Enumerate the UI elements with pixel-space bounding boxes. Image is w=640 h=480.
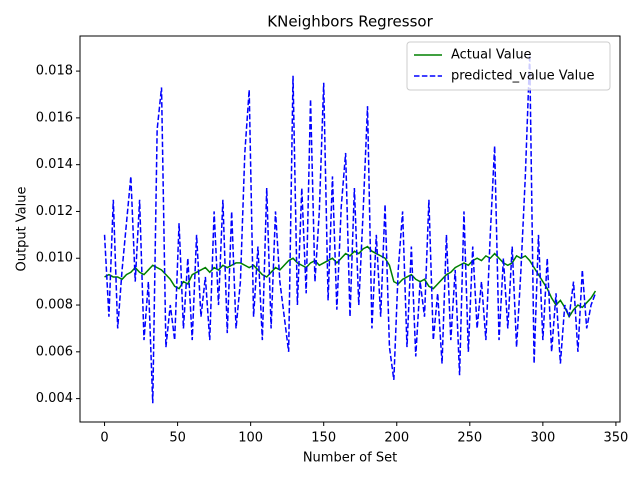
y-tick-label: 0.004 bbox=[36, 391, 73, 406]
y-tick-label: 0.010 bbox=[36, 251, 73, 266]
x-tick-label: 200 bbox=[384, 431, 409, 446]
x-tick-label: 300 bbox=[530, 431, 555, 446]
x-tick-label: 350 bbox=[603, 431, 628, 446]
y-tick-label: 0.018 bbox=[36, 64, 73, 79]
y-tick-label: 0.012 bbox=[36, 204, 73, 219]
y-tick-label: 0.006 bbox=[36, 344, 73, 359]
x-tick-label: 0 bbox=[100, 431, 108, 446]
y-tick-label: 0.016 bbox=[36, 110, 73, 125]
plot-frame bbox=[79, 35, 621, 423]
x-tick-label: 100 bbox=[238, 431, 263, 446]
legend-label: predicted_value Value bbox=[451, 69, 595, 84]
x-axis-label: Number of Set bbox=[303, 451, 397, 466]
legend-box bbox=[406, 41, 611, 91]
legend-label: Actual Value bbox=[451, 48, 532, 63]
x-tick-label: 50 bbox=[169, 431, 186, 446]
y-tick-label: 0.008 bbox=[36, 298, 73, 313]
y-axis-label: Output Value bbox=[15, 187, 30, 272]
data-line bbox=[104, 245, 597, 319]
chart-title: KNeighbors Regressor bbox=[267, 13, 433, 31]
x-tick-label: 150 bbox=[311, 431, 336, 446]
y-tick-label: 0.014 bbox=[36, 157, 73, 172]
x-tick-label: 250 bbox=[457, 431, 482, 446]
data-line bbox=[103, 54, 597, 404]
